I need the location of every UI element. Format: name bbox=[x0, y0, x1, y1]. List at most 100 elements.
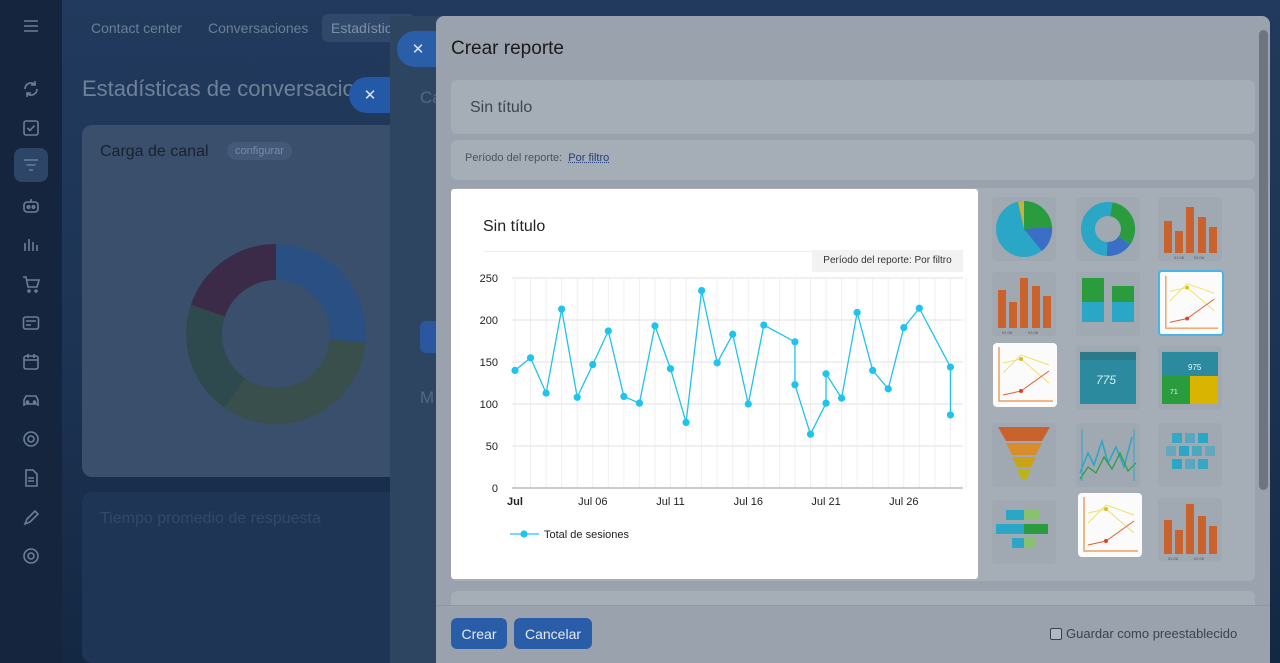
data-point bbox=[760, 321, 768, 329]
target-icon[interactable] bbox=[20, 428, 42, 450]
data-point bbox=[884, 385, 892, 393]
divider bbox=[483, 251, 963, 252]
data-point bbox=[822, 399, 830, 407]
x-tick-label: Jul 21 bbox=[811, 496, 840, 508]
configure-link[interactable]: configurar bbox=[227, 142, 292, 160]
panel-label-fragment: M bbox=[420, 388, 435, 407]
cart-icon[interactable] bbox=[20, 273, 42, 295]
data-point bbox=[946, 411, 955, 419]
legend-marker bbox=[520, 530, 528, 538]
y-tick-label: 200 bbox=[480, 315, 498, 327]
data-point bbox=[573, 393, 581, 401]
data-point bbox=[682, 418, 690, 427]
heatmap-thumbnail[interactable] bbox=[1158, 423, 1222, 487]
thumb-number: 975 bbox=[1188, 363, 1202, 372]
stacked-bar-chart-thumbnail[interactable] bbox=[1076, 272, 1140, 336]
thumb-date-label: 01.06 bbox=[1168, 556, 1179, 561]
period-label: Período del reporte: bbox=[465, 152, 563, 164]
data-point bbox=[791, 381, 799, 389]
data-point bbox=[744, 400, 752, 408]
car-icon[interactable] bbox=[20, 390, 42, 412]
document-icon[interactable] bbox=[20, 467, 42, 489]
left-sidebar bbox=[0, 0, 62, 663]
x-tick-label: Jul bbox=[507, 496, 523, 508]
thumb-date-label: 01.06 bbox=[1174, 255, 1185, 260]
data-point bbox=[558, 305, 566, 313]
thumb-number: 775 bbox=[1096, 373, 1116, 387]
data-point bbox=[526, 354, 535, 362]
tab-contact-center[interactable]: Contact center bbox=[91, 20, 183, 36]
data-point bbox=[729, 330, 737, 338]
line-chart-thumbnail[interactable] bbox=[1078, 493, 1142, 557]
pen-icon[interactable] bbox=[20, 507, 42, 529]
data-point bbox=[604, 327, 612, 335]
data-point bbox=[713, 359, 721, 367]
thumb-number: 71 bbox=[1170, 389, 1178, 396]
line-chart-thumbnail[interactable] bbox=[993, 343, 1057, 407]
x-tick-label: Jul 11 bbox=[656, 496, 685, 508]
donut-chart-thumbnail[interactable] bbox=[1076, 197, 1140, 261]
legend-label: Total de sesiones bbox=[544, 529, 629, 541]
settings-icon[interactable] bbox=[20, 545, 42, 567]
create-button[interactable]: Crear bbox=[451, 618, 507, 649]
y-tick-label: 50 bbox=[486, 441, 498, 453]
preview-period-badge: Período del reporte: Por filtro bbox=[812, 250, 963, 272]
close-icon[interactable]: ✕ bbox=[349, 77, 391, 113]
line-graph-thumbnail[interactable] bbox=[1076, 423, 1140, 487]
pie-chart-thumbnail[interactable] bbox=[992, 197, 1056, 261]
data-point bbox=[589, 360, 597, 369]
table-comparison-thumbnail[interactable] bbox=[992, 500, 1056, 564]
filter-icon[interactable] bbox=[14, 148, 48, 182]
data-point bbox=[620, 392, 628, 401]
data-point bbox=[915, 304, 923, 312]
bar-chart-icon[interactable] bbox=[20, 233, 42, 255]
preview-title: Sin título bbox=[483, 218, 546, 235]
data-point bbox=[946, 363, 955, 371]
response-time-card: Tiempo promedio de respuesta bbox=[82, 492, 412, 663]
menu-icon[interactable] bbox=[20, 15, 42, 37]
tab-conversaciones[interactable]: Conversaciones bbox=[208, 20, 309, 36]
x-tick-label: Jul 26 bbox=[889, 496, 918, 508]
data-point bbox=[698, 287, 706, 295]
data-point bbox=[837, 394, 846, 402]
bar-chart-thumbnail[interactable]: 01.06 02.06 bbox=[1158, 197, 1222, 261]
bar-chart-thumbnail[interactable]: 01.06 02.06 bbox=[992, 272, 1056, 336]
chart-preview-popup: Sin título Período del reporte: Por filt… bbox=[451, 189, 978, 579]
modal-title: Crear reporte bbox=[451, 38, 564, 59]
data-point bbox=[900, 323, 908, 332]
data-point bbox=[791, 338, 799, 346]
series-line bbox=[514, 290, 952, 436]
checkbox-icon[interactable] bbox=[20, 117, 42, 139]
y-tick-label: 150 bbox=[480, 357, 498, 369]
close-icon[interactable]: ✕ bbox=[397, 31, 439, 67]
data-point bbox=[651, 322, 659, 330]
page-title-clip: Estadísticas de conversaciones bbox=[82, 76, 354, 106]
save-default-checkbox[interactable]: Guardar como preestablecido bbox=[1050, 626, 1237, 641]
number-grid-widget-thumbnail[interactable]: 975 71 bbox=[1158, 346, 1222, 410]
line-chart-thumbnail-selected[interactable] bbox=[1158, 270, 1224, 336]
robot-icon[interactable] bbox=[20, 195, 42, 217]
page-title: Estadísticas de conversaciones bbox=[82, 76, 354, 101]
report-name-input[interactable]: Sin título bbox=[451, 80, 1255, 134]
calendar-icon[interactable] bbox=[20, 351, 42, 373]
number-widget-thumbnail[interactable]: 775 bbox=[1076, 346, 1140, 410]
data-point bbox=[542, 389, 550, 397]
funnel-chart-thumbnail[interactable] bbox=[992, 423, 1056, 487]
scrollbar[interactable] bbox=[1259, 30, 1268, 490]
data-point bbox=[853, 308, 861, 317]
bar-chart-thumbnail[interactable]: 01.06 02.06 bbox=[1158, 498, 1222, 562]
thumb-date-label: 02.06 bbox=[1194, 556, 1205, 561]
card-title: Carga de canal bbox=[100, 143, 209, 160]
cancel-button[interactable]: Cancelar bbox=[514, 618, 592, 649]
y-tick-label: 0 bbox=[492, 483, 498, 495]
card-icon[interactable] bbox=[20, 312, 42, 334]
data-point bbox=[822, 370, 830, 378]
x-tick-label: Jul 06 bbox=[578, 496, 607, 508]
data-point bbox=[869, 366, 877, 374]
refresh-icon[interactable] bbox=[20, 78, 42, 100]
checkbox[interactable] bbox=[1050, 627, 1062, 640]
donut-chart bbox=[186, 244, 366, 424]
period-filter-link[interactable]: Por filtro bbox=[568, 152, 610, 164]
line-chart: 0 50 100 150 200 250 Jul Jul 06 Jul 11 Jul 16 Jul … bbox=[480, 273, 967, 541]
x-tick-label: Jul 16 bbox=[734, 496, 763, 508]
